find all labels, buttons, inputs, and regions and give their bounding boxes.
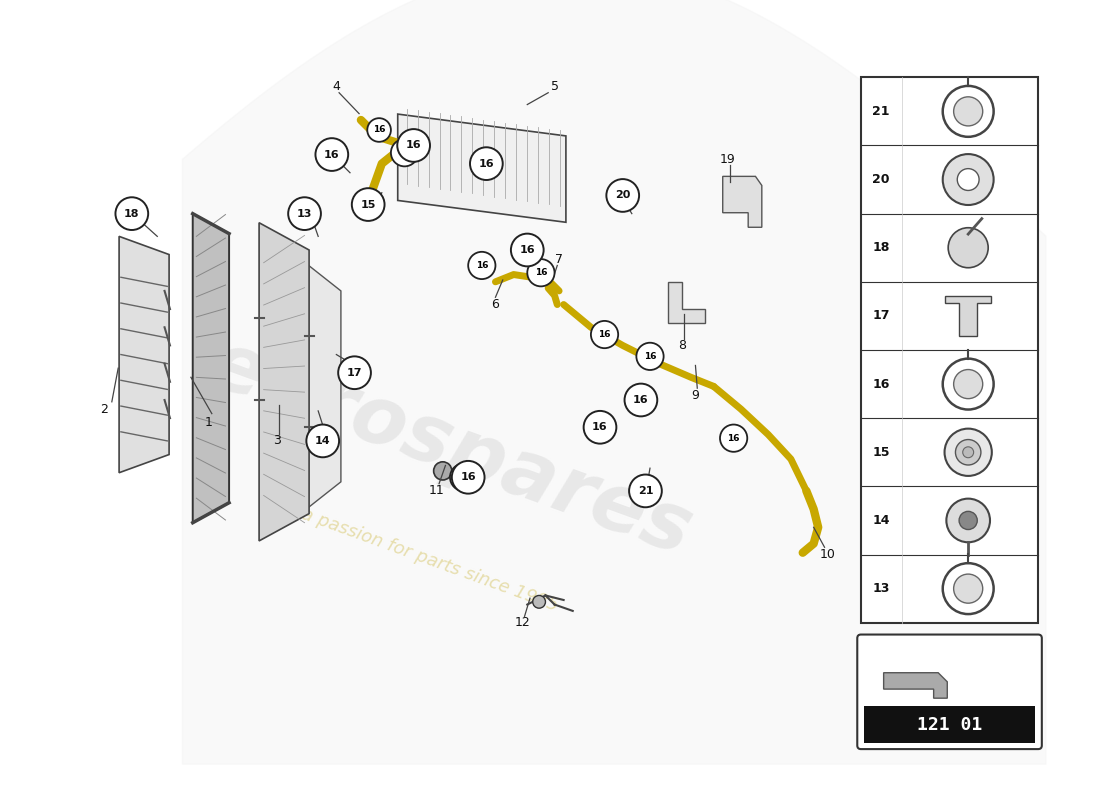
Text: 16: 16 [727,434,740,442]
Polygon shape [668,282,704,322]
Text: 12: 12 [515,616,530,630]
Circle shape [956,439,981,465]
Polygon shape [192,214,229,522]
Text: 16: 16 [634,395,649,405]
Text: a passion for parts since 1985: a passion for parts since 1985 [299,505,561,615]
FancyBboxPatch shape [857,634,1042,749]
Text: 16: 16 [519,245,535,255]
Circle shape [591,321,618,348]
Circle shape [367,118,390,142]
Circle shape [338,356,371,389]
Text: 16: 16 [872,378,890,390]
Text: 7: 7 [556,253,563,266]
Circle shape [720,425,747,452]
Circle shape [450,464,477,491]
Circle shape [532,595,546,608]
Text: 16: 16 [592,422,608,432]
Circle shape [957,169,979,190]
Polygon shape [307,264,341,509]
Text: 9: 9 [692,389,700,402]
Circle shape [606,179,639,212]
Circle shape [390,139,418,166]
Text: 17: 17 [346,368,362,378]
Circle shape [943,154,993,205]
Circle shape [510,234,543,266]
Text: 16: 16 [644,352,657,361]
Circle shape [962,447,974,458]
Text: 19: 19 [719,153,735,166]
Circle shape [584,411,616,444]
Text: 11: 11 [429,485,444,498]
Polygon shape [260,222,309,541]
Circle shape [527,259,554,286]
Text: eurospares: eurospares [198,324,703,572]
Text: 4: 4 [332,80,340,93]
Circle shape [629,474,662,507]
Text: 17: 17 [872,310,890,322]
Text: 15: 15 [361,199,376,210]
Text: 10: 10 [820,548,835,561]
Circle shape [397,129,430,162]
Circle shape [116,198,148,230]
Text: 16: 16 [324,150,340,159]
Text: 21: 21 [638,486,653,496]
Circle shape [352,188,385,221]
Circle shape [316,138,349,171]
Text: 18: 18 [124,209,140,218]
FancyBboxPatch shape [861,78,1038,622]
Text: 13: 13 [872,582,890,595]
Text: 1: 1 [206,416,213,430]
Text: 16: 16 [598,330,611,339]
Circle shape [946,498,990,542]
Circle shape [469,252,495,279]
Text: 20: 20 [872,173,890,186]
Text: 18: 18 [872,242,890,254]
Text: 16: 16 [478,158,494,169]
Circle shape [625,384,658,416]
Text: 20: 20 [615,190,630,201]
Text: 8: 8 [678,339,685,352]
Text: 16: 16 [461,472,476,482]
Circle shape [954,370,982,398]
Polygon shape [119,236,169,473]
Text: 6: 6 [492,298,499,311]
Polygon shape [723,176,762,227]
Polygon shape [946,296,991,336]
FancyBboxPatch shape [864,706,1035,742]
Text: 14: 14 [315,436,330,446]
Text: 3: 3 [273,434,282,447]
Text: 2: 2 [100,402,109,415]
Polygon shape [398,114,565,222]
Text: 5: 5 [550,80,559,93]
Circle shape [945,429,992,476]
Text: 16: 16 [458,473,470,482]
Circle shape [959,511,977,530]
Text: 13: 13 [297,209,312,218]
Text: 16: 16 [398,148,410,158]
Text: 21: 21 [872,105,890,118]
Text: 16: 16 [535,268,547,278]
Text: 16: 16 [475,261,488,270]
Circle shape [307,425,339,458]
Circle shape [954,97,982,126]
Circle shape [637,342,663,370]
Circle shape [948,228,988,268]
Circle shape [954,574,982,603]
Circle shape [288,198,321,230]
Text: 121 01: 121 01 [917,715,982,734]
Circle shape [433,462,452,480]
Text: 16: 16 [373,126,385,134]
Polygon shape [883,673,947,698]
Text: 14: 14 [872,514,890,527]
Text: 16: 16 [406,141,421,150]
Text: 15: 15 [872,446,890,458]
Circle shape [470,147,503,180]
Circle shape [452,461,484,494]
